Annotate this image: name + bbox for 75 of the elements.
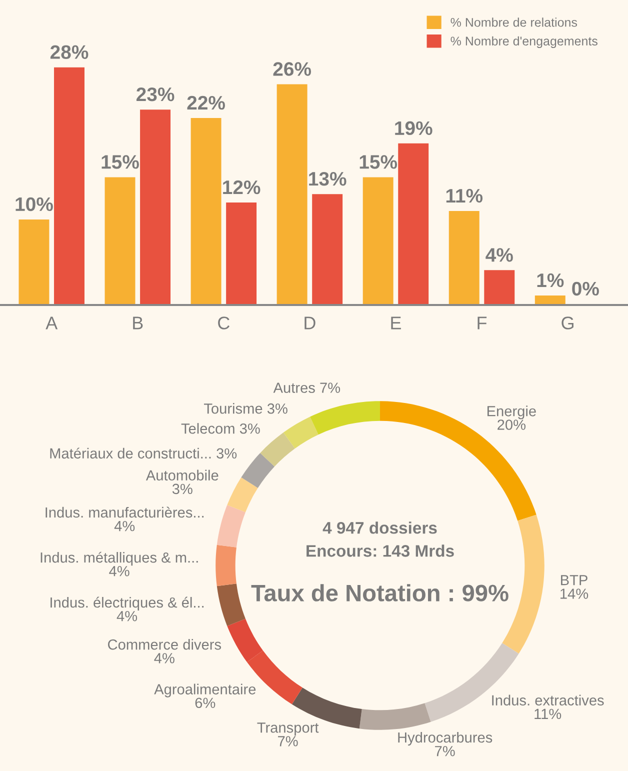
- data-label: 11%: [446, 188, 483, 203]
- x-tick-label: B: [133, 316, 143, 330]
- bar: [398, 143, 429, 305]
- data-label: 26%: [273, 62, 312, 76]
- data-label: 4%: [486, 248, 513, 262]
- slice-label: Tourisme 3%: [204, 403, 288, 414]
- data-label: 12%: [223, 180, 260, 194]
- slice-label: Indus. manufacturières...: [46, 506, 204, 518]
- donut-slice: [260, 432, 295, 466]
- text: Encours: 143 Mrds: [306, 544, 454, 557]
- bar: [226, 202, 257, 305]
- data-label: 28%: [50, 45, 88, 59]
- donut-slice: [227, 477, 258, 512]
- slice-label: Transport: [257, 722, 319, 736]
- bar: [362, 177, 394, 305]
- slice-label: Indus. électriques & él...: [50, 596, 204, 611]
- bar: [448, 211, 480, 305]
- data-label: 0%: [572, 282, 599, 296]
- data-label: 10%: [16, 197, 53, 212]
- donut-slice: [216, 504, 246, 548]
- bar: [104, 177, 136, 305]
- data-label: 15%: [360, 155, 398, 169]
- data-label: 15%: [102, 155, 139, 169]
- slice-label: Commerce divers: [108, 639, 222, 650]
- donut-slice: [283, 416, 318, 448]
- slice-label: Hydrocarbures: [398, 732, 492, 746]
- slice-label: Matériaux de constructi... 3%: [50, 448, 237, 459]
- text: 4 947 dossiers: [322, 522, 437, 534]
- data-label: 7%: [278, 736, 298, 746]
- x-tick-label: G: [562, 316, 574, 330]
- data-label: 4%: [154, 653, 174, 664]
- bar: [18, 219, 50, 305]
- slice-label: Autres 7%: [273, 382, 340, 393]
- x-tick-label: C: [218, 316, 230, 330]
- bar: [140, 110, 171, 305]
- data-label: 14%: [560, 588, 588, 599]
- x-tick-label: E: [391, 316, 401, 330]
- donut-slice: [359, 703, 431, 730]
- text: Taux de Notation : 99%: [251, 584, 508, 602]
- donut-slice: [380, 401, 536, 521]
- data-label: 4%: [109, 566, 130, 576]
- data-label: 20%: [498, 420, 526, 430]
- donut-slice: [241, 452, 275, 488]
- data-label: 23%: [136, 87, 174, 102]
- donut-slice: [216, 584, 246, 626]
- data-label: 6%: [195, 698, 216, 708]
- data-label: 4%: [116, 611, 138, 622]
- data-label: 19%: [395, 121, 432, 136]
- slice-label: Indus. extractives: [492, 694, 604, 706]
- bar: [534, 296, 566, 305]
- slice-label: Automobile: [146, 470, 218, 481]
- x-tick-label: F: [478, 316, 487, 330]
- bar: [54, 67, 84, 305]
- data-label: 1%: [537, 273, 564, 288]
- bar: [312, 194, 343, 305]
- slice-label: Energie: [487, 406, 536, 420]
- legend-label: % Nombre d'engagements: [450, 36, 598, 48]
- x-tick-label: A: [46, 316, 58, 330]
- data-label: 11%: [534, 708, 562, 720]
- slice-label: Telecom 3%: [181, 423, 260, 434]
- donut-slice: [310, 401, 380, 435]
- data-label: 13%: [309, 172, 346, 186]
- data-label: 4%: [114, 520, 135, 532]
- data-label: 22%: [187, 96, 225, 110]
- x-tick-label: D: [304, 316, 316, 330]
- data-label: 7%: [435, 746, 455, 756]
- donut-slice: [216, 544, 236, 586]
- bar: [276, 84, 308, 305]
- data-label: 3%: [172, 484, 192, 494]
- legend-label: % Nombre de relations: [450, 18, 578, 27]
- slice-label: BTP: [561, 575, 588, 586]
- slice-label: Agroalimentaire: [154, 684, 256, 698]
- bar: [484, 270, 515, 305]
- slice-label: Indus. métalliques & m...: [40, 552, 198, 566]
- bar: [190, 118, 222, 305]
